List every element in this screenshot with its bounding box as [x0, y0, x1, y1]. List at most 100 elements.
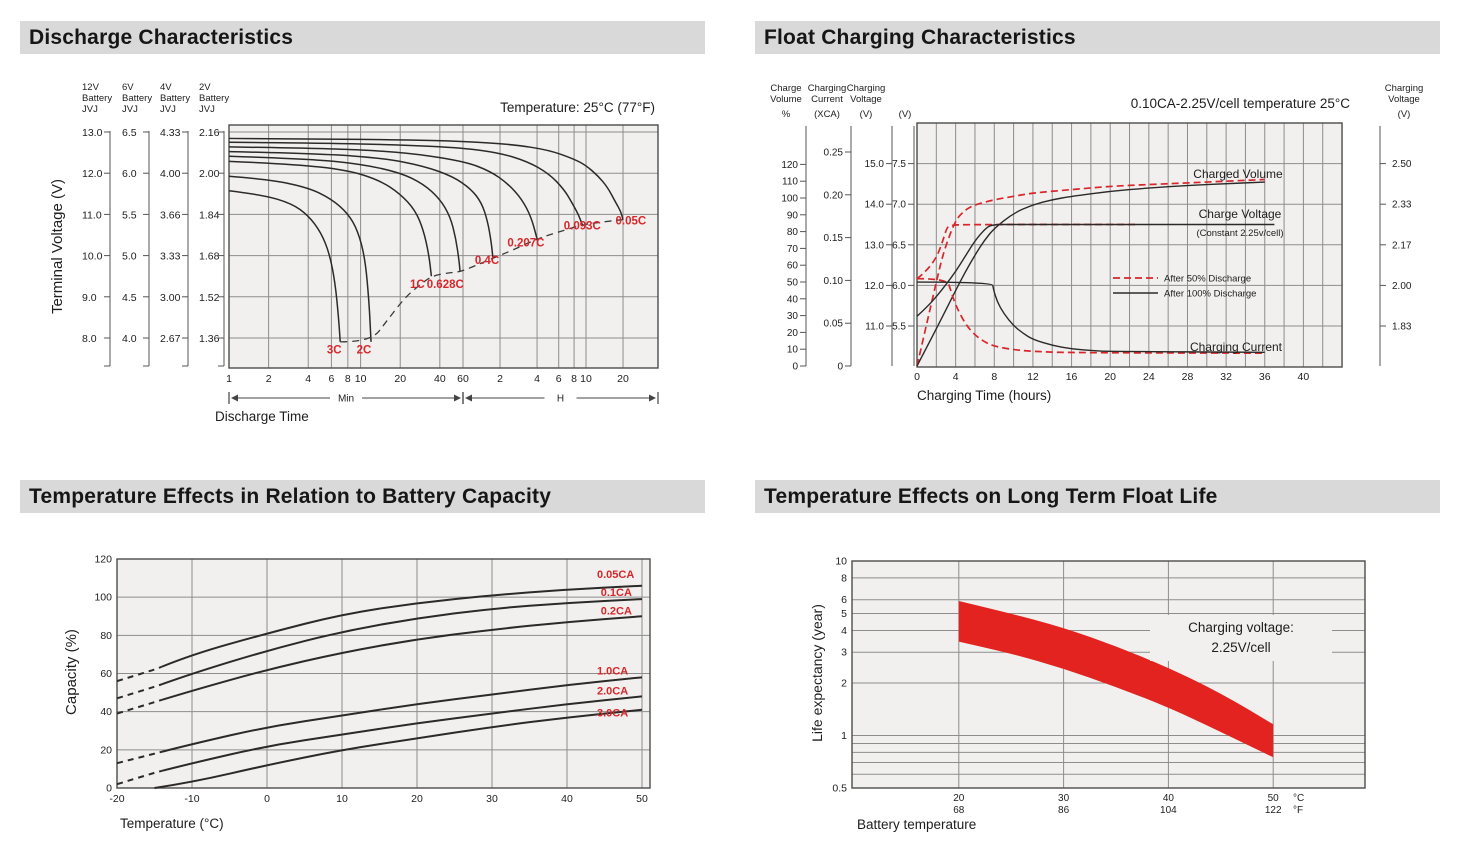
- discharge-curve-0.4C: [228, 150, 494, 259]
- scale-value: 100: [781, 194, 798, 205]
- panel-title-temp-capacity-text: Temperature Effects in Relation to Batte…: [29, 484, 552, 508]
- scale-value: 6.0: [892, 281, 906, 292]
- scale-value: 11.0: [865, 322, 884, 333]
- y-tick-label: 0: [106, 783, 112, 795]
- arrowhead-icon: [649, 394, 656, 402]
- y-tick-label: 4: [841, 625, 847, 637]
- x-tick-label: 16: [1066, 371, 1078, 383]
- voltage-scale-value: 4.0: [122, 333, 137, 345]
- arrowhead-icon: [231, 394, 238, 402]
- series-charging-current-after-100-discharge: [916, 281, 1265, 354]
- scale-value: 7.5: [892, 159, 906, 170]
- x-tick-label: 32: [1220, 371, 1232, 383]
- scale-value: 0.05: [824, 319, 844, 330]
- right-scale-value: 2.17: [1392, 240, 1412, 251]
- y-tick-label: 120: [94, 554, 112, 566]
- temperature-note: Temperature: 25°C (77°F): [500, 100, 655, 115]
- scale-header: Charging: [847, 83, 886, 94]
- scale-value: 90: [787, 210, 799, 221]
- capacity-curve-0.2CA: [161, 615, 643, 701]
- annotation: Charge Voltage: [1199, 207, 1282, 221]
- y-tick-label: 0.5: [832, 783, 847, 795]
- panel-title-temp-capacity: Temperature Effects in Relation to Batte…: [20, 480, 705, 513]
- voltage-scale-value: 10.0: [82, 251, 103, 263]
- voltage-scale-value: 1.36: [199, 333, 220, 345]
- x-tick-label: 20: [617, 373, 629, 385]
- scale-value: 50: [787, 278, 799, 289]
- curve-label-0.05CA: 0.05CA: [597, 569, 634, 581]
- plot-border: [851, 560, 1366, 789]
- y-tick-label: 6: [841, 594, 847, 606]
- scale-value: 0.15: [824, 233, 844, 244]
- x-tick-label: 40: [434, 373, 446, 385]
- x-tick-label: 12: [1027, 371, 1039, 383]
- curve-label-3C: 3C: [327, 344, 342, 356]
- capacity-curve-3.0CA: [154, 708, 643, 789]
- x-tick-label: 60: [457, 373, 469, 385]
- scale-value: 10: [787, 345, 799, 356]
- voltage-scale-header: Battery: [82, 93, 112, 104]
- x-tick-label-celsius: 30: [1058, 793, 1070, 804]
- voltage-scale-header: Battery: [122, 93, 152, 104]
- x-tick-label: 30: [486, 793, 498, 805]
- voltage-scale-value: 6.5: [122, 127, 137, 139]
- x-tick-label: -20: [109, 793, 124, 805]
- series-charging-current-after-50-discharge: [916, 277, 1265, 355]
- x-tick-label-fahrenheit: 68: [953, 805, 965, 816]
- y-tick-label: 100: [94, 592, 112, 604]
- x-tick-label: 50: [636, 793, 648, 805]
- scale-value: 60: [787, 261, 799, 272]
- scale-value: 20: [787, 328, 799, 339]
- discharge-curve-0.628C: [228, 155, 461, 272]
- x-tick-label-celsius: 40: [1163, 793, 1175, 804]
- x-axis-title: Discharge Time: [215, 409, 309, 424]
- x-tick-label-celsius: 50: [1268, 793, 1280, 804]
- panel-title-float-life-text: Temperature Effects on Long Term Float L…: [764, 484, 1218, 508]
- scale-value: 0.20: [824, 190, 844, 201]
- x-tick-label: 20: [411, 793, 423, 805]
- x-tick-label: 28: [1182, 371, 1194, 383]
- discharge-curve-1C: [228, 160, 433, 277]
- voltage-scale-value: 2.67: [160, 333, 181, 345]
- right-scale-value: 2.00: [1392, 281, 1412, 292]
- x-tick-label: 8: [571, 373, 577, 385]
- charging-voltage-annotation: Charging voltage:: [1188, 620, 1294, 635]
- voltage-scale-value: 5.0: [122, 251, 137, 263]
- annotation: (Constant 2.25v/cell): [1196, 228, 1283, 239]
- y-tick-label: 10: [835, 556, 847, 568]
- charging-voltage-annotation: 2.25V/cell: [1211, 640, 1270, 655]
- x-tick-label: 36: [1259, 371, 1271, 383]
- voltage-scale-header: JVJ: [199, 104, 215, 115]
- curve-label-2.0CA: 2.0CA: [597, 685, 628, 697]
- voltage-scale-value: 2.16: [199, 127, 220, 139]
- x-tick-label: 1: [226, 373, 232, 385]
- curve-label-0.207C: 0.207C: [507, 238, 544, 250]
- scale-value: 13.0: [865, 240, 885, 251]
- plot-border: [228, 124, 659, 369]
- panel-title-discharge-text: Discharge Characteristics: [29, 25, 294, 49]
- y-tick-label: 40: [100, 706, 112, 718]
- voltage-scale-value: 3.00: [160, 292, 181, 304]
- float-life-band: [958, 600, 1274, 758]
- x-tick-label: 6: [556, 373, 562, 385]
- x-tick-label: 6: [328, 373, 334, 385]
- scale-header: Volume: [770, 94, 802, 105]
- voltage-scale-header: 2V: [199, 82, 211, 93]
- y-tick-label: 8: [841, 572, 847, 584]
- voltage-scale-value: 5.5: [122, 209, 137, 221]
- scale-unit: (XCA): [814, 109, 840, 120]
- scale-value: 40: [787, 294, 799, 305]
- voltage-scale-value: 11.0: [82, 209, 102, 221]
- scale-value: 110: [782, 177, 798, 188]
- curve-label-1C: 1C: [410, 279, 425, 291]
- fahrenheit-unit-label: °F: [1293, 805, 1303, 816]
- scale-header: Charging: [808, 83, 847, 94]
- annotation: Charged Volume: [1193, 167, 1283, 181]
- x-tick-label: 10: [355, 373, 367, 385]
- scale-header: Charge: [770, 83, 801, 94]
- voltage-scale-value: 8.0: [82, 333, 97, 345]
- voltage-scale-header: JVJ: [82, 104, 98, 115]
- curve-label-3.0CA: 3.0CA: [597, 707, 628, 719]
